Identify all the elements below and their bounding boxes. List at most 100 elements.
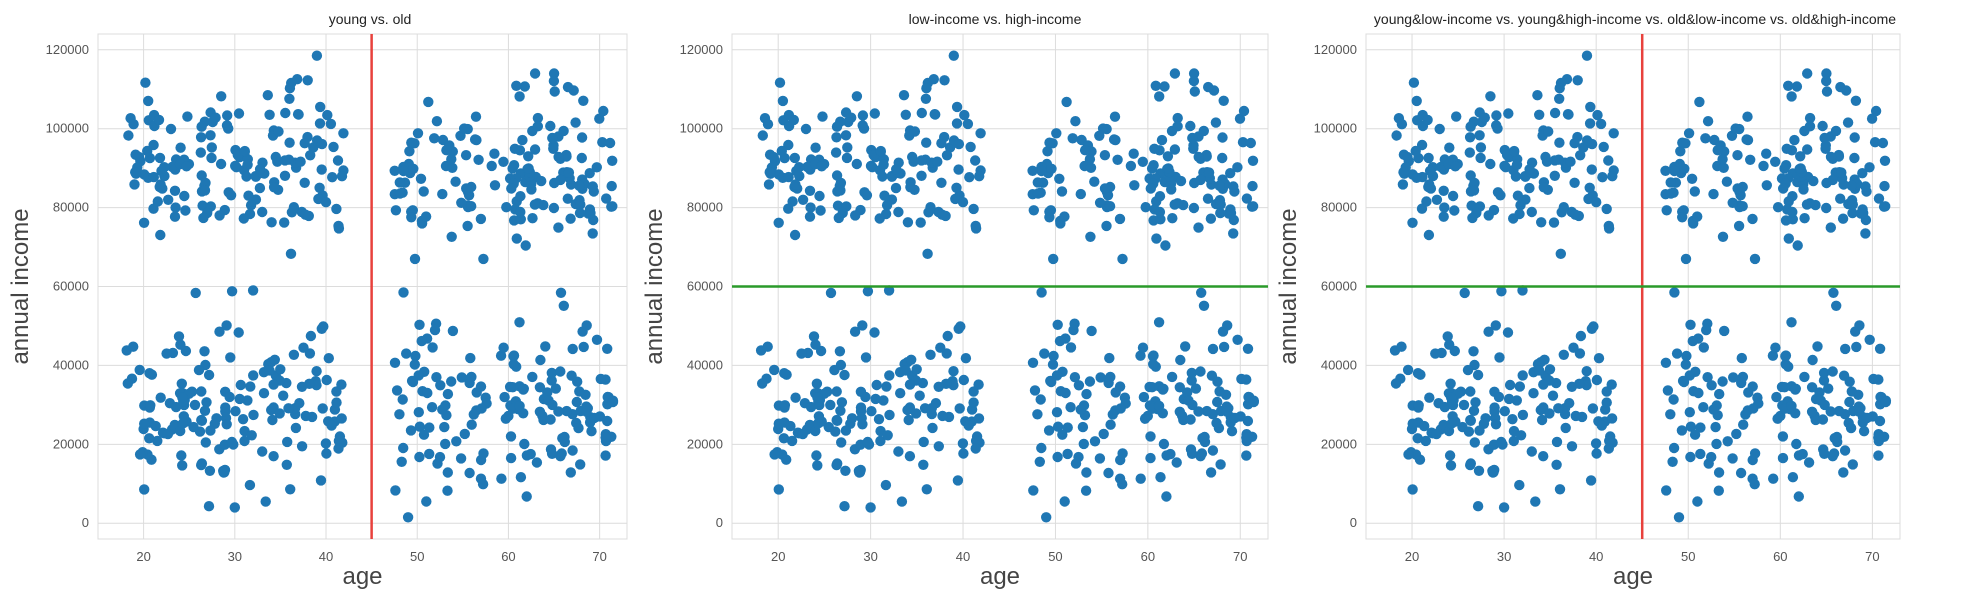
data-point: [1044, 212, 1055, 223]
data-point: [314, 118, 326, 129]
data-point: [245, 381, 256, 392]
data-point: [1747, 473, 1758, 484]
data-point: [545, 414, 556, 425]
data-point: [1213, 422, 1225, 434]
data-point: [1238, 105, 1250, 117]
data-point: [514, 400, 525, 412]
data-point: [904, 379, 916, 390]
data-point: [1572, 75, 1583, 86]
data-point: [489, 180, 501, 191]
data-point: [1114, 381, 1126, 392]
data-point: [145, 400, 156, 411]
data-point: [570, 117, 581, 128]
data-point: [1685, 451, 1696, 463]
data-point: [273, 126, 284, 137]
data-point: [1166, 371, 1178, 383]
data-point: [878, 395, 889, 406]
data-point: [266, 217, 277, 228]
data-point: [1059, 211, 1070, 222]
data-point: [928, 74, 939, 85]
data-point: [205, 425, 216, 436]
data-point: [1036, 442, 1047, 454]
data-point: [464, 467, 475, 479]
data-point: [413, 407, 424, 418]
data-point: [214, 326, 225, 337]
data-point: [1061, 96, 1072, 108]
data-point: [839, 501, 850, 512]
data-point: [1684, 407, 1696, 418]
data-point: [1732, 183, 1743, 194]
data-point: [476, 403, 487, 414]
data-point: [511, 233, 522, 244]
data-point: [895, 388, 906, 399]
data-point: [857, 120, 868, 131]
data-point: [437, 404, 448, 415]
data-point: [829, 364, 840, 376]
data-point: [1095, 372, 1106, 383]
data-point: [311, 366, 322, 377]
data-point: [520, 240, 531, 251]
data-point: [1470, 397, 1481, 408]
data-point: [776, 145, 787, 157]
data-point: [578, 95, 589, 107]
data-point: [1108, 134, 1120, 145]
data-point: [1551, 436, 1563, 448]
data-point: [134, 449, 146, 460]
data-point: [429, 133, 440, 144]
data-point: [495, 350, 507, 361]
data-point: [1783, 80, 1794, 92]
data-point: [1459, 287, 1470, 299]
data-point: [786, 435, 798, 447]
data-point: [177, 392, 188, 403]
data-point: [842, 142, 853, 153]
data-point: [475, 381, 487, 392]
data-point: [921, 484, 932, 495]
data-point: [896, 496, 908, 507]
data-point: [333, 220, 344, 232]
data-point: [920, 93, 932, 105]
data-point: [764, 167, 775, 178]
data-point: [916, 155, 927, 166]
data-point: [315, 101, 326, 113]
data-point: [170, 401, 182, 413]
data-point: [1677, 137, 1688, 148]
data-point: [521, 450, 533, 461]
data-point: [1458, 399, 1470, 411]
data-point: [836, 397, 848, 408]
data-point: [1169, 144, 1181, 155]
data-point: [1221, 406, 1233, 417]
data-point: [1538, 182, 1550, 193]
data-point: [260, 496, 271, 507]
data-point: [162, 428, 174, 440]
data-point: [1831, 300, 1842, 311]
data-point: [1032, 409, 1043, 420]
data-point: [1847, 199, 1859, 210]
data-point: [1698, 402, 1709, 413]
data-point: [1575, 330, 1587, 342]
data-point: [1422, 114, 1433, 126]
data-point: [1554, 137, 1565, 148]
data-point: [521, 491, 532, 502]
data-point: [531, 457, 543, 468]
data-point: [206, 152, 217, 164]
data-point: [1818, 375, 1830, 386]
data-point: [1853, 406, 1865, 417]
data-point: [898, 90, 910, 101]
data-point: [1549, 107, 1561, 119]
data-point: [532, 121, 543, 132]
data-point: [333, 435, 345, 447]
data-point: [883, 285, 895, 296]
data-point: [1539, 354, 1550, 365]
data-point: [1695, 448, 1706, 460]
data-point: [970, 435, 982, 447]
data-point: [434, 451, 446, 463]
data-point: [1128, 148, 1139, 159]
data-point: [1783, 233, 1795, 244]
data-point: [974, 171, 985, 182]
data-point: [1563, 109, 1574, 120]
data-point: [1036, 165, 1047, 177]
data-point: [1154, 191, 1166, 202]
data-point: [262, 90, 273, 101]
data-point: [1719, 325, 1730, 337]
data-point: [248, 370, 259, 381]
